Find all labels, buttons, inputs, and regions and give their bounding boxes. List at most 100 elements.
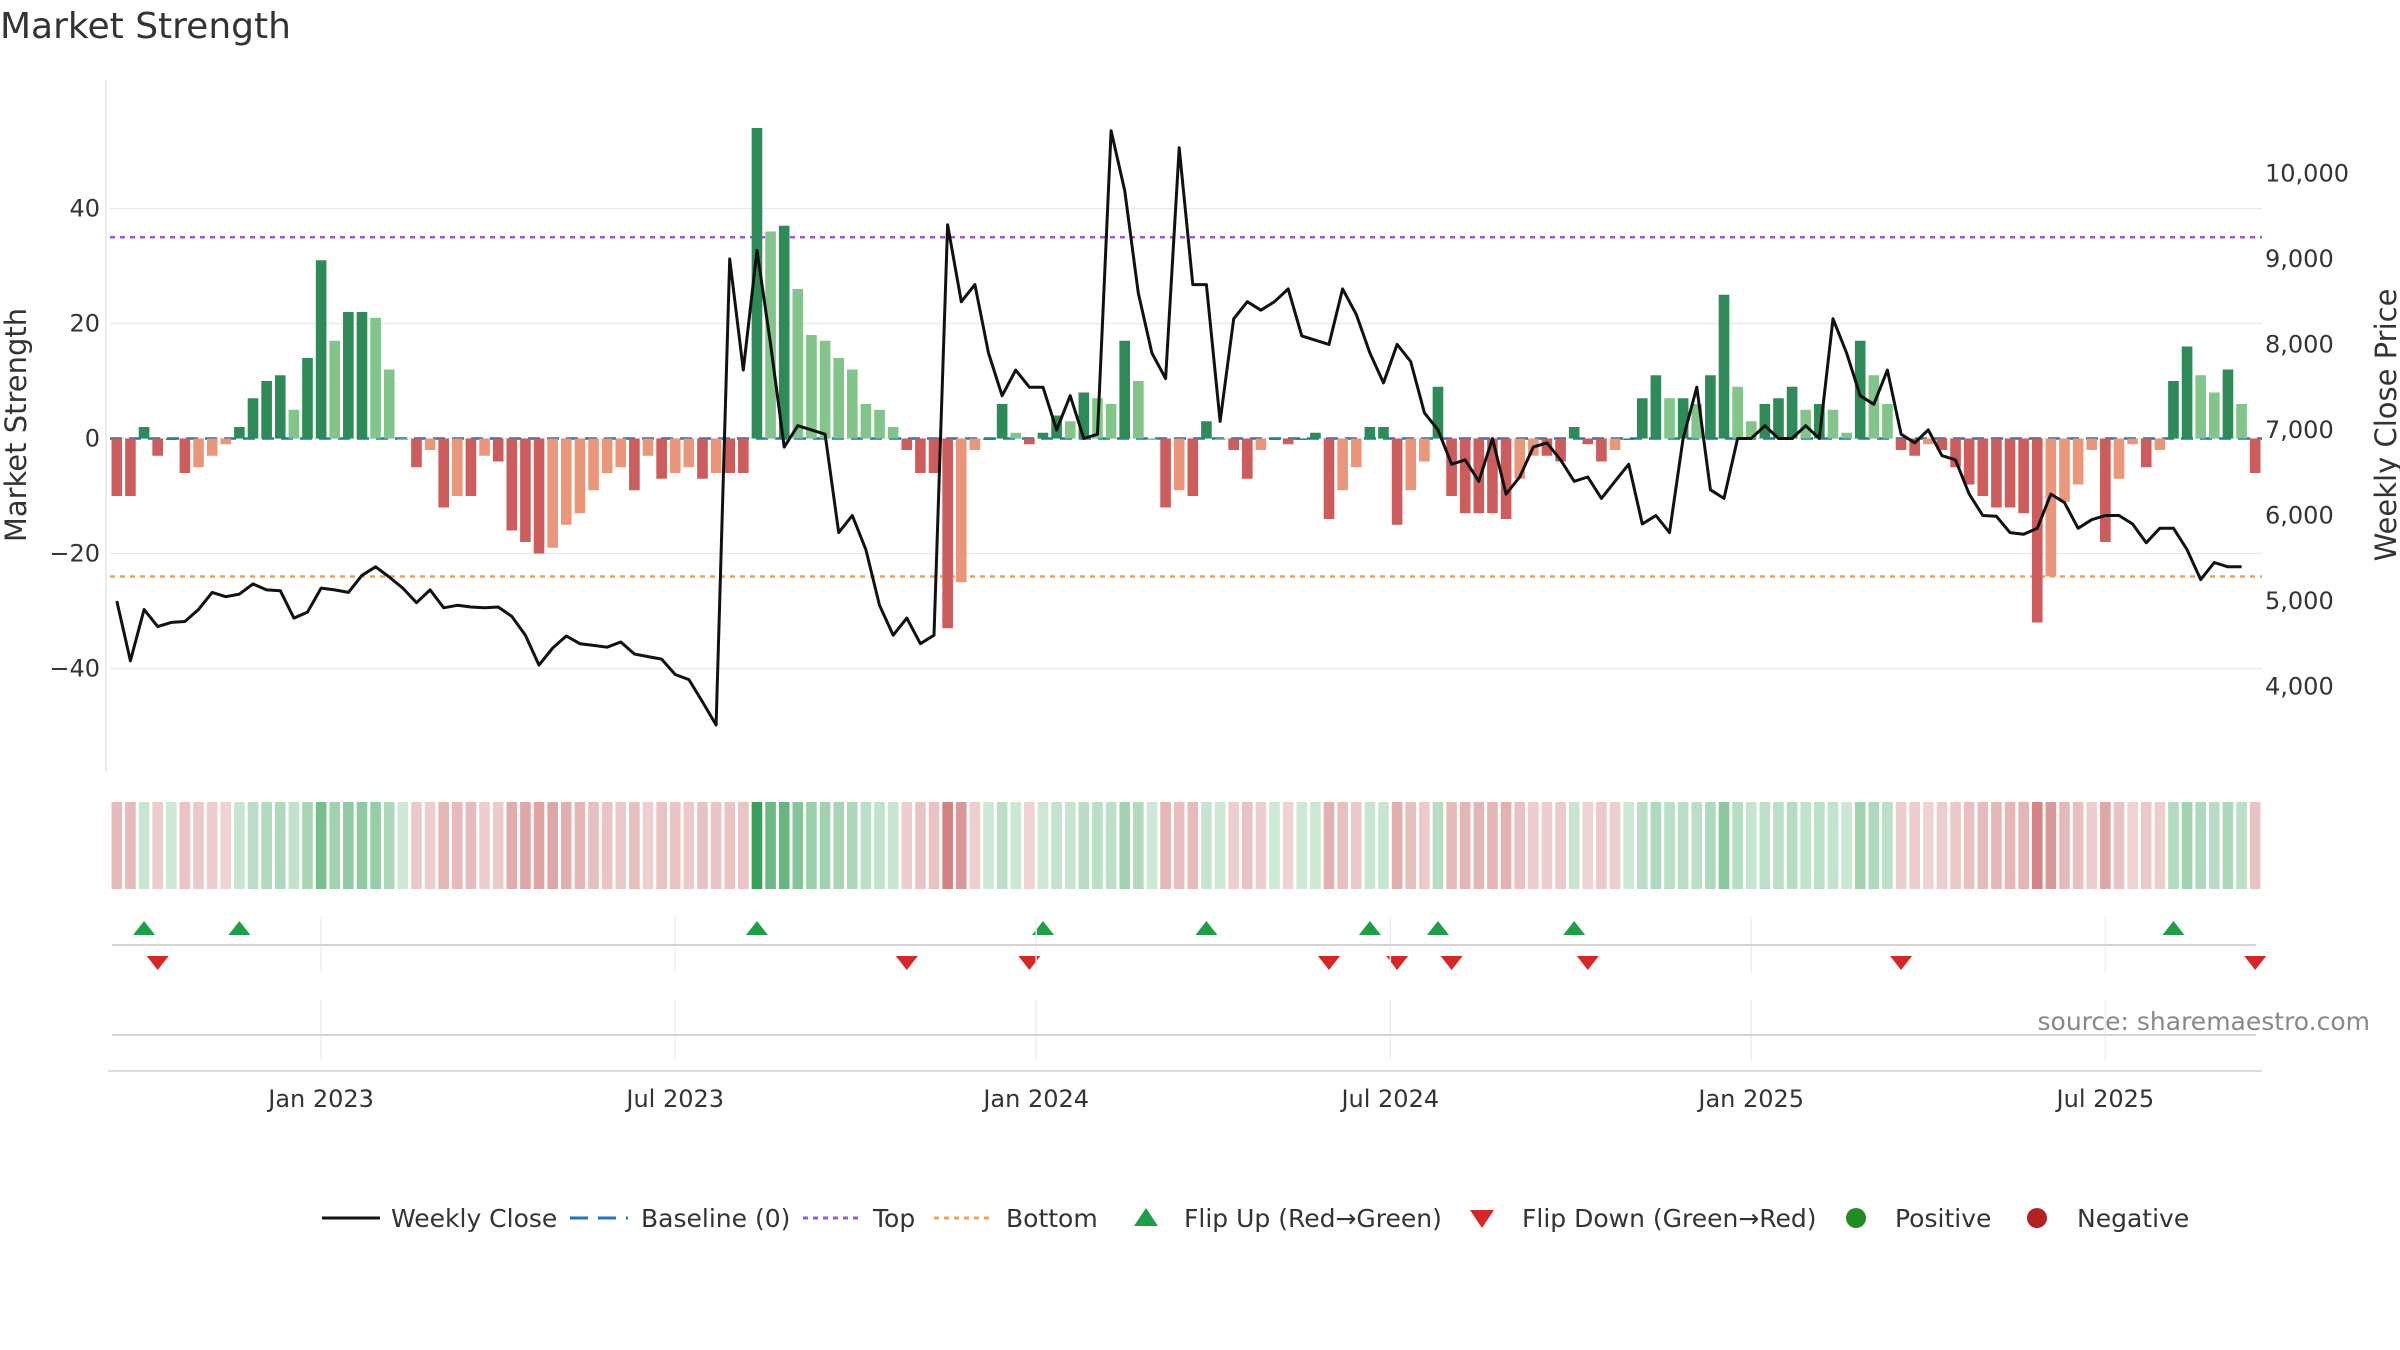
strength-bar (479, 438, 490, 456)
strip-cell (1419, 802, 1430, 889)
strength-bar (547, 438, 558, 548)
strip-cell (915, 802, 926, 889)
strip-cell (520, 802, 531, 889)
strip-cell (1391, 802, 1403, 889)
strength-bar (792, 289, 804, 439)
strip-cell (370, 802, 381, 889)
strength-bar (1160, 438, 1171, 508)
strip-cell (356, 802, 368, 889)
strength-bar (179, 438, 191, 473)
strip-cell (152, 802, 163, 889)
strip-cell (1718, 802, 1730, 889)
strip-cell (397, 802, 409, 889)
strength-bar (1895, 438, 1907, 450)
strength-bar (1636, 398, 1648, 439)
flip-down-marker (1576, 956, 1599, 970)
legend-positive-swatch (1846, 1208, 1866, 1228)
strength-bar (506, 438, 518, 531)
strip-cell (751, 802, 763, 889)
strength-bar (343, 312, 354, 439)
strip-cell (2236, 802, 2247, 889)
strip-cell (996, 802, 1008, 889)
y-tick-label: 40 (69, 195, 100, 223)
strip-cell (1991, 802, 2002, 889)
strip-cell (1759, 802, 1771, 889)
strip-cell (833, 802, 844, 889)
strength-bar (1596, 438, 1607, 462)
strip-cell (1786, 802, 1798, 889)
strength-bar (887, 427, 899, 439)
strip-cell (2154, 802, 2166, 889)
flip-up-marker (1195, 921, 1218, 935)
strip-cell (274, 802, 286, 889)
strip-cell (1487, 802, 1498, 889)
strip-cell (1078, 802, 1090, 889)
strength-bar (955, 438, 967, 583)
strip-cell (1800, 802, 1812, 889)
strength-bar (302, 358, 313, 439)
strip-cell (642, 802, 654, 889)
strip-cell (492, 802, 504, 889)
strength-bar (1241, 438, 1253, 479)
strip-cell (1228, 802, 1239, 889)
strength-bar (1487, 438, 1498, 514)
y-axis-label: Market Strength (0, 308, 33, 542)
strip-cell (942, 802, 953, 889)
legend: Weekly Close Baseline (0) Top Bottom Flip Up… (322, 1204, 2189, 1233)
strength-bar (315, 260, 327, 439)
strip-cell (125, 802, 136, 889)
y-tick-label: 20 (69, 310, 100, 338)
strength-bar (1950, 438, 1961, 468)
strip-cell (1119, 802, 1131, 889)
strength-bar (833, 358, 844, 439)
strip-cell (669, 802, 681, 889)
strength-bar (724, 438, 736, 473)
strength-bar (846, 369, 858, 439)
strength-bar (1364, 427, 1376, 439)
strip-cell (1664, 802, 1675, 889)
strength-bar (1868, 375, 1880, 439)
strip-cell (1173, 802, 1185, 889)
strength-bar (193, 438, 204, 468)
strength-bar (520, 438, 531, 542)
strength-bars (111, 128, 2261, 629)
strength-bar (2236, 404, 2247, 439)
strength-bar (1064, 421, 1076, 439)
strength-bar (1269, 438, 1280, 440)
strength-bar (1854, 340, 1866, 439)
strength-bar (1473, 438, 1485, 514)
strength-bar (697, 438, 708, 479)
strength-bar (751, 128, 763, 439)
time-axis: Jan 2023 Jul 2023 Jan 2024 Jul 2024 Jan 2025… (108, 917, 2262, 1113)
flip-down-marker (2244, 956, 2267, 970)
flip-up-marker (1358, 921, 1381, 935)
strip-cell (792, 802, 804, 889)
strip-cell (411, 802, 422, 889)
strip-cell (1827, 802, 1839, 889)
strip-cell (874, 802, 885, 889)
strength-bar (1936, 438, 1948, 450)
strength-bar (1555, 438, 1566, 462)
strip-cell (1323, 802, 1335, 889)
strength-bar (710, 438, 722, 473)
strength-bar (656, 438, 667, 479)
strip-cell (206, 802, 218, 889)
strength-bar (465, 438, 477, 496)
strip-cell (819, 802, 831, 889)
strip-cell (969, 802, 981, 889)
flip-up-marker (1426, 921, 1449, 935)
strip-cell (2181, 802, 2193, 889)
strip-cell (2086, 802, 2098, 889)
legend-label: Negative (2077, 1204, 2189, 1233)
flip-down-marker (1018, 956, 1041, 970)
strength-bar (683, 438, 695, 468)
strip-cell (2127, 802, 2138, 889)
strip-cell (778, 802, 790, 889)
strength-bar (2004, 438, 2016, 508)
legend-label: Top (872, 1204, 915, 1233)
strength-bar (1732, 386, 1743, 439)
strip-cell (1950, 802, 1961, 889)
strength-bar (1037, 432, 1049, 439)
strength-bar (874, 409, 885, 439)
strength-bar (1214, 438, 1226, 440)
